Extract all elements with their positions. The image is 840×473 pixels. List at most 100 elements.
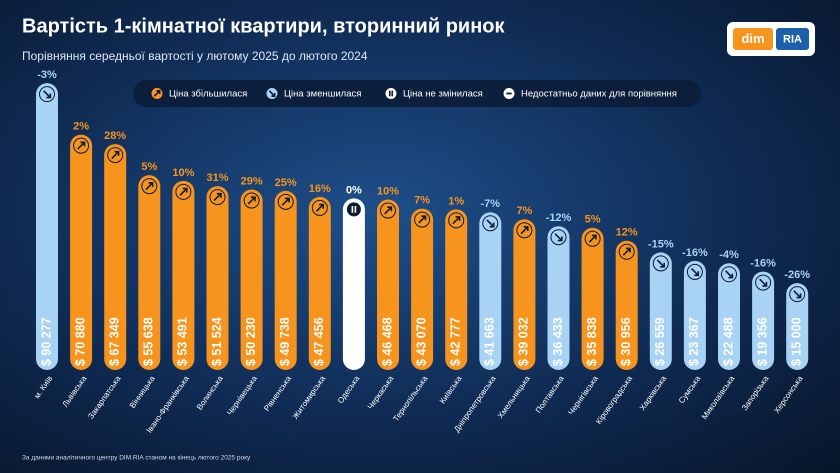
value-label: $ 19 356 (755, 317, 769, 366)
value-label: $ 30 956 (619, 317, 633, 366)
legend-label: Ціна збільшилася (169, 89, 247, 100)
value-label: $ 22 488 (721, 317, 735, 366)
icon-arrow-up (384, 206, 393, 215)
bar (274, 190, 297, 370)
change-label: 10% (172, 167, 194, 179)
change-label: -12% (546, 212, 572, 224)
icon-pause (388, 90, 394, 97)
value-label: $ 70 880 (73, 317, 87, 366)
change-label: 5% (141, 161, 157, 173)
icon-arrow-up (153, 90, 161, 97)
icon-arrow-up (315, 203, 324, 212)
bar (445, 209, 468, 370)
legend-label: Ціна не змінилася (403, 89, 483, 100)
change-label: -26% (784, 269, 810, 281)
icon-arrow-up (145, 182, 154, 191)
value-label: $ 46 468 (380, 317, 394, 366)
legend-label: Ціна зменшилася (284, 89, 361, 100)
icon-circle (384, 87, 398, 100)
change-label: 7% (516, 205, 532, 217)
bar (138, 175, 161, 370)
bar (752, 271, 775, 370)
logo-left-box (733, 28, 773, 50)
bar (36, 83, 58, 370)
icon-arrow-up (452, 216, 461, 225)
bar (547, 226, 570, 370)
icon-arrow-down (793, 290, 802, 299)
bar (786, 283, 809, 370)
icon-arrow-up (588, 234, 597, 243)
bar (104, 144, 127, 370)
icon-arrow-up (247, 196, 256, 205)
bar (308, 196, 331, 370)
bar (649, 252, 672, 370)
bar (377, 199, 399, 370)
change-label: 12% (616, 227, 638, 239)
icon-arrow-up (213, 192, 222, 202)
legend-label: Недостатньо даних для порівняння (521, 89, 677, 100)
change-label: -7% (481, 198, 501, 210)
value-label: $ 53 491 (176, 317, 190, 366)
icon-arrow-up (622, 247, 631, 256)
bar (70, 134, 93, 370)
icon-arrow-down (268, 90, 276, 97)
legend-box (133, 80, 701, 107)
icon-arrow-up (111, 150, 120, 160)
bar (513, 219, 536, 370)
change-label: -16% (750, 257, 776, 269)
change-label: -16% (682, 247, 708, 259)
value-label: $ 49 738 (278, 317, 292, 366)
icon-arrow-up (418, 215, 427, 224)
change-label: 2% (73, 121, 89, 133)
value-label: $ 23 367 (687, 317, 701, 366)
change-label: -3% (37, 69, 57, 81)
chart-subtitle: Порівняння середньої вартості у лютому 2… (22, 49, 368, 63)
chart-title: Вартість 1-кімнатної квартири, вторинний… (22, 15, 506, 37)
icon-pause (351, 206, 357, 213)
bar (615, 240, 638, 370)
bar (206, 186, 229, 370)
value-label: $ 46 904 (346, 317, 360, 366)
change-label: 31% (206, 172, 228, 184)
change-label: 0% (346, 184, 362, 196)
change-label: -15% (648, 238, 674, 250)
value-label: $ 42 777 (448, 317, 462, 366)
bar (581, 227, 604, 370)
value-label: $ 90 277 (39, 317, 53, 366)
value-label: $ 26 559 (653, 317, 667, 366)
icon-arrow-up (77, 141, 86, 150)
logo: dim RIA (727, 22, 815, 56)
bar (240, 189, 263, 370)
icon-arrow-up (179, 187, 188, 196)
change-label: 10% (377, 185, 399, 197)
icon-arrow-down (656, 259, 665, 268)
change-label: 1% (448, 195, 464, 207)
logo-left: dim (741, 31, 764, 46)
bar (479, 212, 502, 370)
value-label: $ 67 349 (107, 317, 121, 366)
icon-arrow-down (554, 233, 563, 242)
value-label: $ 51 524 (210, 317, 224, 366)
change-label: 28% (104, 130, 126, 142)
logo-right: RIA (783, 33, 802, 45)
bar (172, 180, 195, 370)
logo-right-box (776, 28, 809, 50)
icon-arrow-down (486, 219, 495, 228)
icon-arrow-down (725, 270, 734, 279)
value-label: $ 39 032 (517, 317, 531, 366)
change-label: 7% (414, 194, 430, 206)
icon-arrow-down (759, 278, 768, 287)
value-label: $ 50 230 (244, 317, 258, 366)
icon-arrow-up (281, 197, 290, 206)
bar (411, 208, 434, 370)
change-label: 5% (585, 214, 601, 226)
value-label: $ 55 638 (142, 317, 156, 366)
change-label: -4% (719, 249, 739, 261)
value-label: $ 41 663 (483, 317, 497, 366)
value-label: $ 15 000 (789, 317, 803, 366)
bar (683, 260, 706, 370)
change-label: 25% (275, 177, 297, 189)
change-label: 29% (241, 175, 263, 187)
icon-arrow-down (43, 90, 52, 99)
